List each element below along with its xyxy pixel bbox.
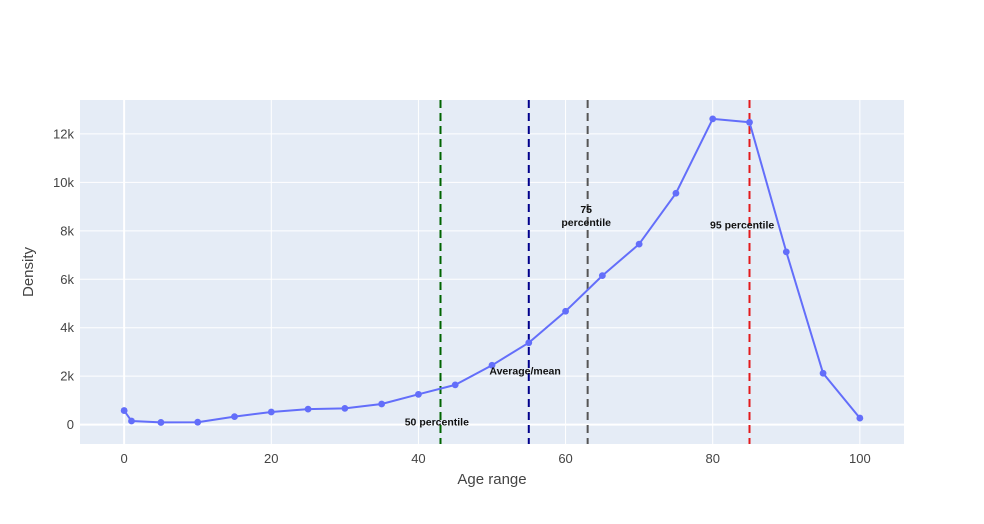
y-tick-label: 12k [53,126,74,141]
x-tick-label: 20 [264,451,278,466]
reference-line-label: 95 percentile [710,219,774,231]
grid-lines [80,100,904,444]
data-point [231,413,238,421]
y-tick-label: 0 [67,417,74,432]
data-point [856,414,864,422]
x-tick-label: 0 [121,451,128,466]
reference-line-label: 50 percentile [405,416,469,428]
y-tick-label: 4k [60,320,74,335]
data-point [341,404,349,412]
data-point [488,361,496,369]
data-point [562,307,569,315]
data-point [819,369,827,377]
reference-line-label: Average/mean [489,365,560,377]
series-line [123,117,861,424]
data-point [672,189,680,197]
x-tick-label: 80 [705,451,719,466]
data-point [378,400,386,408]
data-point [709,115,717,123]
y-tick-label: 8k [60,223,74,238]
data-point [746,118,753,126]
data-point [415,390,422,398]
data-point [525,339,533,347]
data-point [782,248,790,256]
annotations: 50 percentile Average/mean 75 percentile 95 … [405,204,775,428]
y-axis-title: Density [20,246,37,297]
data-point [120,407,128,414]
y-tick-label: 2k [60,369,74,384]
data-point [128,417,135,425]
x-axis-title: Age range [457,471,526,488]
data-point [194,418,202,426]
plot-background [80,100,904,444]
series-layer [120,115,864,426]
reference-lines [439,100,751,444]
x-tick-label: 100 [849,451,871,466]
data-point [451,381,459,389]
x-axis-ticks: 0 20 40 60 80 100 [121,451,871,466]
y-tick-label: 6k [60,272,74,287]
reference-line-label: 75 percentile [561,204,611,229]
y-tick-label: 10k [53,175,74,190]
x-tick-label: 40 [411,451,425,466]
data-point [635,240,643,248]
data-point [304,405,312,413]
data-point [157,419,165,426]
data-point [267,408,275,416]
y-axis-ticks: 0 2k 4k 6k 8k 10k 12k [53,126,74,432]
data-point [598,272,606,280]
x-tick-label: 60 [558,451,572,466]
